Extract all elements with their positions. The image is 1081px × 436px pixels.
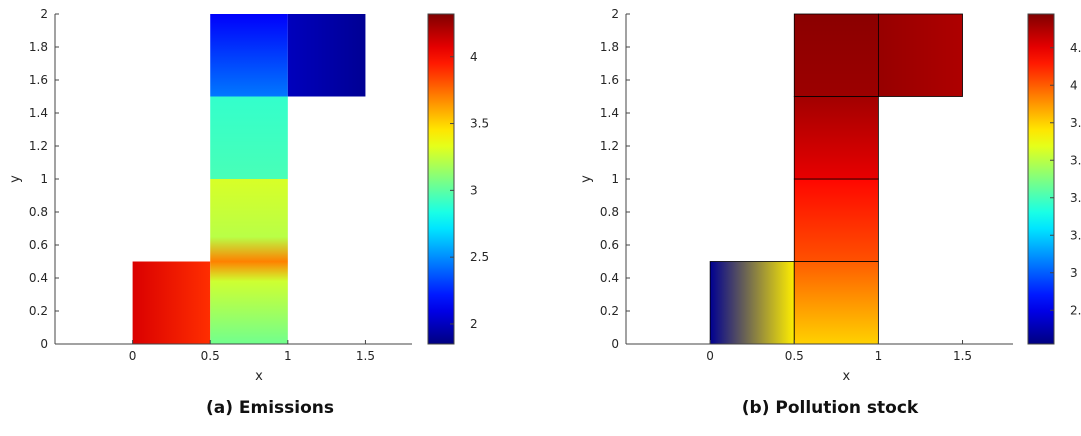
colorbar-tick-label: 3.8 xyxy=(1070,116,1081,130)
y-tick-label: 1.6 xyxy=(600,73,619,87)
y-tick-label: 0.4 xyxy=(29,271,48,285)
y-tick-label: 0.8 xyxy=(600,205,619,219)
y-tick-label: 0.4 xyxy=(600,271,619,285)
colorbar-tick-label: 3.6 xyxy=(1070,153,1081,167)
y-tick-label: 0 xyxy=(40,337,48,351)
colorbar-tick-label: 3.2 xyxy=(1070,228,1081,242)
colorbar-tick-label: 2 xyxy=(470,317,478,331)
region-3 xyxy=(793,96,879,180)
x-tick-label: 1 xyxy=(875,349,883,363)
y-tick-label: 1.8 xyxy=(29,40,48,54)
region-1 xyxy=(793,261,879,345)
caption-emissions: (a) Emissions xyxy=(205,398,335,418)
y-tick-label: 1.6 xyxy=(29,73,48,87)
colorbar-tick-label: 3.4 xyxy=(1070,191,1081,205)
colorbar xyxy=(1027,13,1055,345)
colorbar-tick-label: 2.8 xyxy=(1070,303,1081,317)
y-tick-label: 1.4 xyxy=(29,106,48,120)
colorbar-tick-label: 3.5 xyxy=(470,117,489,131)
colorbar-tick-label: 3 xyxy=(1070,266,1078,280)
region-3 xyxy=(210,14,288,97)
region-1 xyxy=(210,179,288,344)
colorbar-tick-label: 2.5 xyxy=(470,250,489,264)
region-2 xyxy=(793,178,879,262)
emissions-panel: 0 0.5 1 1.5 0 0.2 0.4 0.6 0.8 1 1.2 1.4 1.6 1.8 2 x y 2 2.… xyxy=(8,7,489,384)
y-tick-label: 2 xyxy=(40,7,48,21)
x-tick-label: 1.5 xyxy=(356,349,375,363)
x-tick-label: 0.5 xyxy=(201,349,220,363)
region-4 xyxy=(793,13,879,97)
x-tick-label: 1.5 xyxy=(953,349,972,363)
y-tick-label: 0.8 xyxy=(29,205,48,219)
x-tick-label: 0 xyxy=(129,349,137,363)
region-2 xyxy=(210,96,288,179)
y-tick-label: 0.6 xyxy=(600,238,619,252)
x-axis-title: x xyxy=(842,369,850,384)
y-tick-label: 1.2 xyxy=(600,139,619,153)
y-tick-label: 1 xyxy=(611,172,619,186)
y-tick-label: 1.4 xyxy=(600,106,619,120)
pollution-stock-panel: 0 0.5 1 1.5 0 0.2 0.4 0.6 0.8 1 1.2 1.4 1.6 1.8 2 x y 2.8… xyxy=(579,7,1081,384)
region-5 xyxy=(877,13,963,97)
y-tick-label: 0.6 xyxy=(29,238,48,252)
y-tick-label: 0.2 xyxy=(600,304,619,318)
region-0 xyxy=(132,261,211,344)
caption-pollution-stock: (b) Pollution stock xyxy=(741,398,919,418)
colorbar xyxy=(427,13,455,345)
x-tick-label: 0 xyxy=(706,349,714,363)
y-axis-title: y xyxy=(579,175,594,183)
x-axis-title: x xyxy=(255,369,263,384)
y-tick-label: 2 xyxy=(611,7,619,21)
colorbar-tick-label: 3 xyxy=(470,183,478,197)
colorbar-tick-label: 4.2 xyxy=(1070,41,1081,55)
y-tick-label: 1 xyxy=(40,172,48,186)
y-tick-label: 0.2 xyxy=(29,304,48,318)
x-tick-label: 1 xyxy=(284,349,292,363)
region-0 xyxy=(709,261,795,345)
colorbar-tick-label: 4 xyxy=(470,50,478,64)
figure-canvas: 0 0.5 1 1.5 0 0.2 0.4 0.6 0.8 1 1.2 1.4 1.6 1.8 2 x y 2 2.… xyxy=(8,7,1081,384)
region-4 xyxy=(287,14,366,97)
colorbar-tick-label: 4 xyxy=(1070,78,1078,92)
y-tick-label: 1.8 xyxy=(600,40,619,54)
y-tick-label: 0 xyxy=(611,337,619,351)
y-axis-title: y xyxy=(8,175,23,183)
y-tick-label: 1.2 xyxy=(29,139,48,153)
x-tick-label: 0.5 xyxy=(785,349,804,363)
